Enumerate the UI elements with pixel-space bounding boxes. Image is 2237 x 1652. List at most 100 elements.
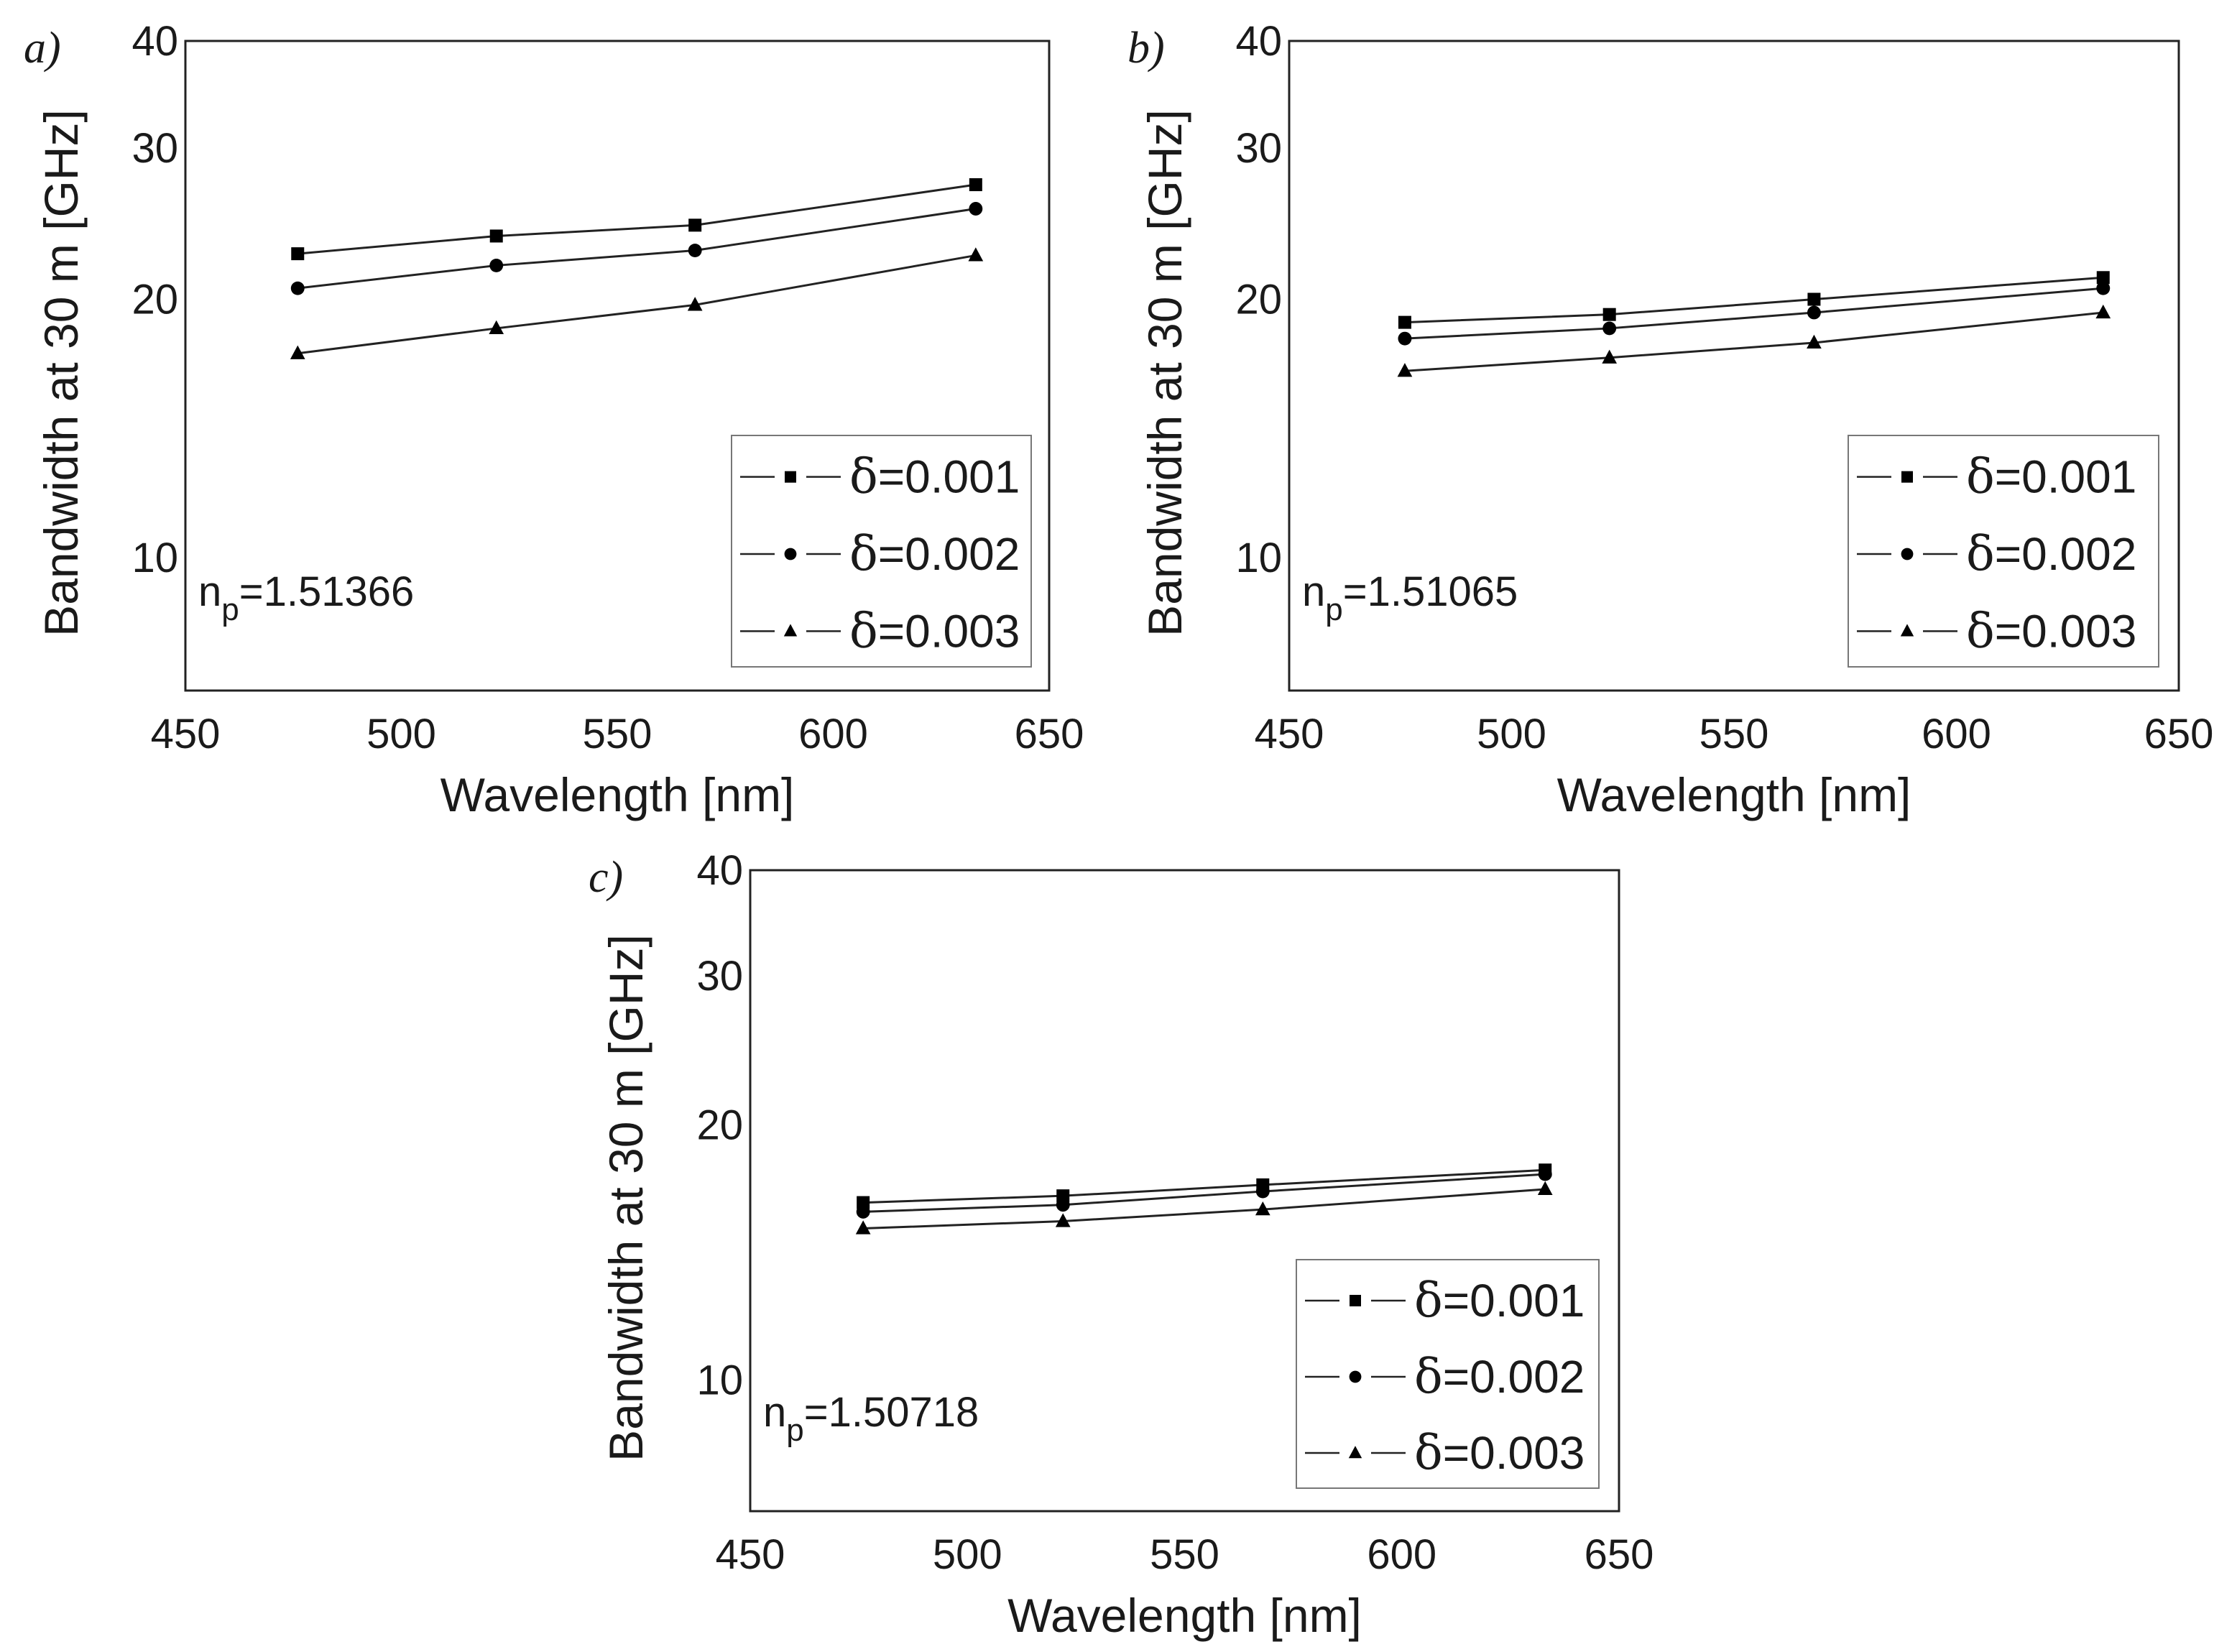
legend-entry: δ=0.002	[1857, 526, 2136, 581]
legend-value: =0.003	[1443, 1427, 1585, 1479]
series-line	[863, 1173, 1546, 1213]
legend-delta-symbol: δ	[849, 526, 878, 581]
y-tick-label: 30	[132, 125, 178, 172]
legend-marker-circle	[1901, 548, 1914, 560]
data-point	[688, 218, 702, 232]
x-tick-label: 600	[798, 711, 868, 757]
data-point	[1255, 1201, 1270, 1216]
legend-box	[731, 435, 1032, 668]
data-point	[969, 178, 982, 192]
series-line	[1404, 287, 2103, 340]
y-tick-label: 10	[1235, 535, 1282, 581]
data-point	[1807, 292, 1821, 306]
note-subscript: p	[221, 592, 239, 627]
legend-value: =0.003	[878, 605, 1020, 657]
plot-frame	[1288, 40, 2180, 692]
data-point	[856, 1204, 870, 1219]
y-tick-label: 40	[696, 847, 743, 894]
refractive-index-note: np=1.50718	[763, 1389, 979, 1448]
plot-frame	[184, 40, 1051, 692]
note-value: =1.51065	[1343, 568, 1518, 615]
plot-frame	[749, 869, 1620, 1513]
x-tick-label: 600	[1367, 1531, 1436, 1578]
legend-box	[1848, 435, 2159, 668]
legend-value: =0.003	[1995, 605, 2137, 657]
note-base: n	[198, 568, 221, 615]
y-tick-label: 10	[132, 535, 178, 581]
legend-delta-symbol: δ	[849, 603, 878, 658]
y-tick-label: 30	[1235, 125, 1282, 172]
series-square	[857, 1163, 1552, 1209]
legend-entry: δ=0.003	[1857, 603, 2136, 658]
series-circle	[1398, 281, 2111, 346]
legend-value: =0.001	[878, 451, 1020, 503]
legend-entry: δ=0.002	[1305, 1349, 1585, 1404]
data-point	[1538, 1167, 1552, 1181]
legend-box	[1296, 1259, 1600, 1489]
note-base: n	[763, 1389, 786, 1436]
data-point	[1398, 315, 1411, 329]
legend-label: δ=0.001	[1414, 1273, 1585, 1328]
y-tick-label: 40	[132, 18, 178, 65]
data-point	[291, 247, 305, 261]
data-point	[1398, 331, 1412, 346]
y-axis-label: Bandwidth at 30 m [GHz]	[599, 934, 652, 1462]
series-square	[291, 178, 982, 261]
y-tick-label: 20	[696, 1102, 743, 1149]
y-tick-label: 30	[696, 953, 743, 1000]
series-square	[1398, 271, 2110, 329]
data-point	[290, 345, 305, 359]
data-point	[2096, 281, 2111, 295]
data-point	[1255, 1184, 1270, 1199]
x-tick-label: 500	[366, 711, 436, 757]
series-triangle	[1397, 304, 2111, 377]
series-line	[1404, 276, 2103, 324]
data-point	[969, 202, 983, 216]
legend-label: δ=0.003	[1966, 603, 2136, 658]
legend-entry: δ=0.003	[1305, 1425, 1585, 1480]
data-point	[687, 297, 703, 311]
series-line	[1404, 311, 2103, 372]
legend-value: =0.002	[1443, 1351, 1585, 1403]
legend-marker-triangle	[1900, 624, 1914, 637]
legend-marker-circle	[1349, 1370, 1362, 1383]
legend-value: =0.002	[878, 528, 1020, 580]
panel-label: a)	[24, 24, 61, 73]
y-tick-label: 20	[1235, 277, 1282, 323]
series-line	[298, 208, 977, 290]
legend-delta-symbol: δ	[1966, 603, 1995, 658]
data-point	[489, 258, 504, 272]
data-point	[489, 320, 504, 335]
y-tick-label: 40	[1235, 18, 1282, 65]
legend-marker-square	[785, 471, 796, 483]
x-axis-label: Wavelength [nm]	[1007, 1589, 1362, 1642]
legend-entry: δ=0.002	[740, 526, 1020, 581]
legend-marker-circle	[784, 548, 797, 560]
data-point	[1397, 363, 1413, 377]
x-axis-label: Wavelength [nm]	[1557, 768, 1911, 821]
legend-label: δ=0.003	[849, 603, 1020, 658]
refractive-index-note: np=1.51366	[198, 568, 414, 627]
legend-label: δ=0.001	[1966, 449, 2136, 504]
y-tick-label: 10	[696, 1357, 743, 1403]
data-point	[290, 281, 305, 295]
legend-label: δ=0.002	[1966, 526, 2136, 581]
x-tick-label: 650	[1585, 1531, 1654, 1578]
series-circle	[856, 1167, 1552, 1219]
legend-delta-symbol: δ	[1966, 449, 1995, 504]
legend-value: =0.001	[1995, 451, 2137, 503]
legend-marker-triangle	[783, 624, 798, 637]
legend-delta-symbol: δ	[1414, 1349, 1443, 1404]
legend-label: δ=0.001	[849, 449, 1020, 504]
x-tick-label: 500	[933, 1531, 1002, 1578]
legend-label: δ=0.003	[1414, 1425, 1585, 1480]
legend-entry: δ=0.003	[740, 603, 1020, 658]
x-tick-label: 550	[583, 711, 652, 757]
chart-panel-b: b) 450 500 550 600 650 10 20 30 40 Wavelength [nm]…	[1127, 18, 2213, 821]
chart-panel-a: a) 450 500 550 600 650 10 20 30 40 Wavelength [nm]…	[24, 18, 1084, 821]
data-point	[855, 1220, 871, 1235]
x-axis-label: Wavelength [nm]	[441, 768, 795, 821]
data-point	[1602, 349, 1618, 364]
x-tick-label: 550	[1699, 711, 1769, 757]
